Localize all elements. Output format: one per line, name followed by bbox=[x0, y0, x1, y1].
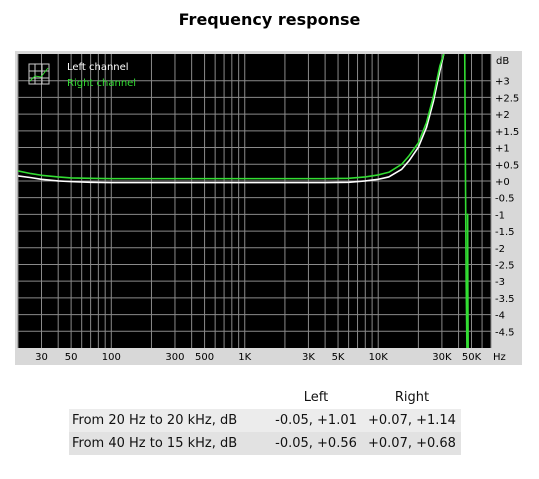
y-tick-label: +3 bbox=[495, 77, 510, 88]
y-tick-label: +1 bbox=[495, 144, 510, 155]
y-tick-label: -0.5 bbox=[495, 194, 515, 205]
grid-lines bbox=[17, 54, 492, 348]
table-header-cell bbox=[69, 386, 269, 409]
y-tick-label: -3.5 bbox=[495, 294, 515, 305]
series-line-right-channel bbox=[18, 54, 445, 180]
data-series bbox=[18, 54, 469, 348]
y-tick-label: -2.5 bbox=[495, 260, 515, 271]
table-row: From 40 Hz to 15 kHz, dB -0.05, +0.56 +0… bbox=[69, 432, 461, 455]
table-header-cell: Left bbox=[269, 386, 363, 409]
table-cell: From 40 Hz to 15 kHz, dB bbox=[69, 432, 269, 455]
x-tick-label: 50 bbox=[65, 352, 78, 363]
table-cell: -0.05, +0.56 bbox=[269, 432, 363, 455]
x-tick-label: 10K bbox=[369, 352, 389, 363]
table-header-row: Left Right bbox=[69, 386, 461, 409]
plot-background bbox=[18, 54, 491, 348]
y-tick-label: +0 bbox=[495, 177, 510, 188]
table-cell: From 20 Hz to 20 kHz, dB bbox=[69, 409, 269, 432]
axis-labels: dB Hz +3 +2.5 +2 +1.5 +1 +0.5 +0 -0.5 -1 -1.5 -2 -2… bbox=[35, 56, 519, 363]
y-tick-label: -4.5 bbox=[495, 327, 515, 338]
x-tick-label: 100 bbox=[102, 352, 121, 363]
chart-icon bbox=[28, 63, 50, 85]
series-line-left-channel bbox=[18, 54, 445, 184]
table-cell: +0.07, +0.68 bbox=[363, 432, 461, 455]
x-tick-label: 300 bbox=[165, 352, 184, 363]
legend-label-right-channel: Right channel bbox=[67, 78, 136, 89]
y-unit-label: dB bbox=[496, 56, 509, 67]
table-cell: +0.07, +1.14 bbox=[363, 409, 461, 432]
x-tick-label: 3K bbox=[302, 352, 315, 363]
x-tick-label: 500 bbox=[195, 352, 214, 363]
table-header-cell: Right bbox=[363, 386, 461, 409]
x-tick-label: 1K bbox=[238, 352, 251, 363]
legend: Left channel Right channel bbox=[28, 62, 136, 89]
x-unit-label: Hz bbox=[493, 352, 506, 363]
y-tick-label: +2 bbox=[495, 110, 510, 121]
y-tick-label: -2 bbox=[495, 244, 505, 255]
y-tick-label: -4 bbox=[495, 311, 505, 322]
y-tick-label: -3 bbox=[495, 277, 505, 288]
chart-frame: dB Hz +3 +2.5 +2 +1.5 +1 +0.5 +0 -0.5 -1 -1.5 -2 -2… bbox=[15, 51, 522, 365]
y-tick-label: -1.5 bbox=[495, 227, 515, 238]
stats-table: Left Right From 20 Hz to 20 kHz, dB -0.0… bbox=[69, 386, 461, 455]
y-tick-label: +1.5 bbox=[495, 127, 519, 138]
x-tick-label: 5K bbox=[332, 352, 345, 363]
legend-label-left-channel: Left channel bbox=[67, 62, 129, 73]
y-tick-label: +0.5 bbox=[495, 160, 519, 171]
y-tick-label: -1 bbox=[495, 210, 505, 221]
table-row: From 20 Hz to 20 kHz, dB -0.05, +1.01 +0… bbox=[69, 409, 461, 432]
x-tick-label: 30 bbox=[35, 352, 48, 363]
frequency-response-chart: dB Hz +3 +2.5 +2 +1.5 +1 +0.5 +0 -0.5 -1 -1.5 -2 -2… bbox=[17, 54, 519, 363]
table-cell: -0.05, +1.01 bbox=[269, 409, 363, 432]
x-tick-label: 50K bbox=[462, 352, 482, 363]
chart-title: Frequency response bbox=[178, 10, 361, 29]
x-tick-label: 30K bbox=[432, 352, 452, 363]
series-line-right-channel bbox=[463, 54, 468, 348]
y-tick-label: +2.5 bbox=[495, 93, 519, 104]
series-line-right-channel bbox=[466, 213, 469, 348]
